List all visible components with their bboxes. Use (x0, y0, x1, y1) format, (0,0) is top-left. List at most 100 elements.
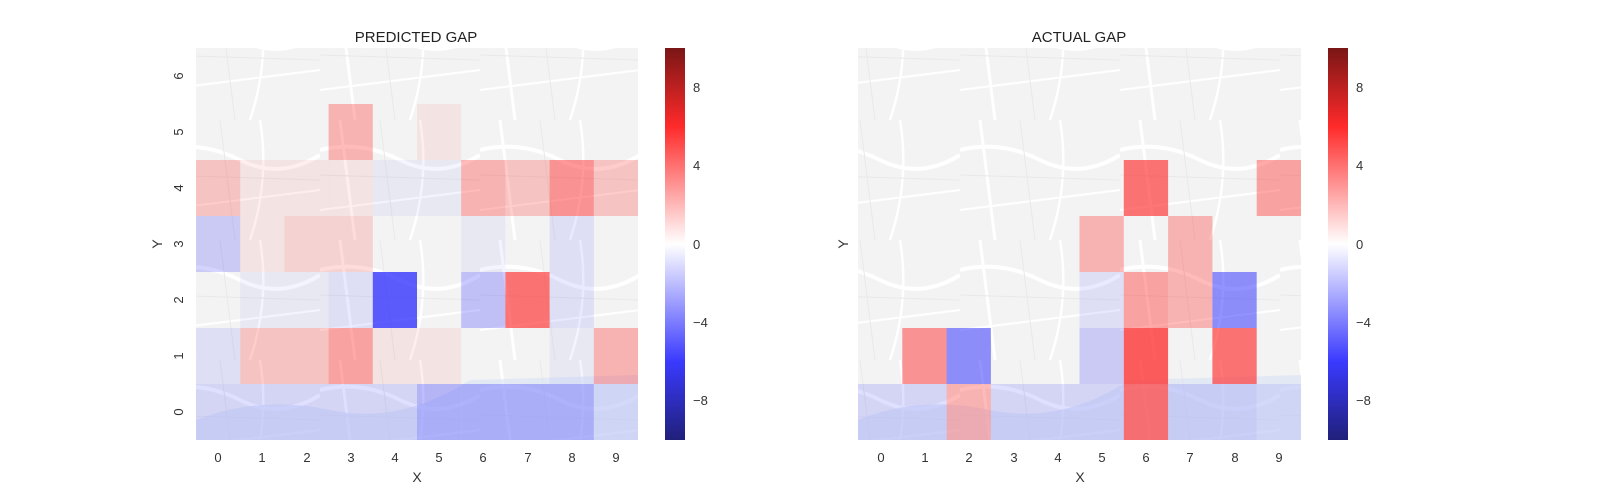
heatmap-cell (858, 272, 902, 328)
y-tick-label: 2 (171, 296, 186, 303)
heatmap-cell (549, 384, 594, 440)
heatmap-cell (594, 216, 638, 272)
heatmap-cell (417, 216, 461, 272)
heatmap-cell (417, 48, 461, 104)
heatmap-cell (1124, 48, 1168, 104)
heatmap-cell (461, 48, 505, 104)
heatmap-cell (461, 272, 506, 328)
heatmap-cell (1035, 384, 1080, 440)
heatmap-cell (1168, 272, 1213, 328)
heatmap-cell (372, 328, 417, 384)
heatmap-cell (1212, 328, 1257, 384)
x-tick-label: 6 (1142, 450, 1149, 465)
y-tick-label: 5 (171, 128, 186, 135)
heatmap-cell (1257, 328, 1301, 384)
heatmap-cell (1212, 384, 1257, 440)
heatmap-cell (1212, 272, 1257, 328)
x-tick-label: 8 (568, 450, 575, 465)
heatmap-cell (328, 216, 373, 272)
x-axis: 0 1 2 3 4 5 6 7 8 9 X (214, 450, 619, 485)
heatmap-cell (240, 272, 285, 328)
heatmap-cell (284, 384, 329, 440)
heatmap-cell (593, 328, 638, 384)
heatmap-cell (991, 104, 1035, 160)
heatmap-cell (196, 48, 240, 104)
heatmap-cell (858, 48, 902, 104)
heatmap-cell (417, 104, 462, 160)
chart-actual-gap: ACTUAL GAP 0 1 2 3 4 5 6 7 8 9 X Y 8 4 0… (835, 29, 1371, 485)
heatmap-cell (593, 160, 638, 216)
map-background (196, 48, 638, 440)
heatmap-cell (373, 216, 417, 272)
heatmap-cell (372, 384, 417, 440)
heatmap-cell (947, 48, 991, 104)
x-tick-label: 5 (1098, 450, 1105, 465)
heatmap-cell (373, 48, 417, 104)
heatmap-cell (1035, 216, 1079, 272)
heatmap-cell (284, 328, 329, 384)
x-axis-label: X (412, 469, 422, 485)
heatmap-cell (372, 272, 417, 328)
heatmap-cell (990, 384, 1036, 440)
heatmap-cell (461, 216, 506, 272)
heatmap-cell (1035, 160, 1079, 216)
heatmap-cell (373, 104, 417, 160)
heatmap-cell (1123, 328, 1169, 384)
heatmap-cell (1123, 160, 1169, 216)
heatmap-cell (1079, 328, 1124, 384)
y-axis: 0 1 2 3 4 5 6 Y (149, 72, 186, 415)
heatmap-cell (1080, 160, 1124, 216)
x-tick-label: 7 (1186, 450, 1193, 465)
heatmap-cell (947, 216, 991, 272)
colorbar-tick-label: −4 (693, 315, 708, 330)
y-tick-label: 6 (171, 72, 186, 79)
y-tick-label: 4 (171, 184, 186, 191)
heatmap-cell (991, 160, 1035, 216)
x-tick-label: 8 (1231, 450, 1238, 465)
heatmap-cell (991, 328, 1035, 384)
heatmap-cell (858, 160, 902, 216)
heatmap-cell (858, 384, 903, 440)
heatmap-cell (328, 160, 373, 216)
heatmap-cell (947, 104, 991, 160)
heatmap-cell (594, 104, 638, 160)
colorbar-tick-label: −8 (693, 393, 708, 408)
x-tick-label: 5 (435, 450, 442, 465)
heatmap-cell (417, 328, 462, 384)
heatmap-cell (1257, 272, 1301, 328)
heatmap-cell (550, 104, 594, 160)
heatmap-cell (1256, 384, 1301, 440)
heatmap-cell (991, 272, 1035, 328)
heatmap-cell (240, 104, 284, 160)
heatmap-cell (902, 104, 946, 160)
x-tick-label: 4 (391, 450, 398, 465)
heatmap-cell (505, 328, 549, 384)
heatmap-cell (594, 272, 638, 328)
x-tick-label: 9 (612, 450, 619, 465)
heatmap-cell (1212, 160, 1256, 216)
heatmap-cell (947, 272, 991, 328)
y-axis-label: Y (835, 239, 851, 249)
heatmap-cell (461, 328, 505, 384)
x-tick-label: 1 (921, 450, 928, 465)
heatmap-cell (858, 328, 902, 384)
heatmap-cell (240, 216, 285, 272)
heatmap-cell (505, 384, 550, 440)
heatmap-cells (196, 48, 638, 440)
colorbar-gradient (665, 48, 685, 440)
heatmap-cell (328, 104, 373, 160)
heatmap-cell (1035, 328, 1079, 384)
x-tick-label: 2 (303, 450, 310, 465)
heatmap-cell (284, 272, 329, 328)
colorbar-tick-label: −4 (1356, 315, 1371, 330)
heatmap-cell (505, 48, 549, 104)
heatmap-cell (550, 48, 594, 104)
colorbar: 8 4 0 −4 −8 (1328, 48, 1371, 440)
heatmap-cell (328, 272, 373, 328)
heatmap-cell (196, 328, 241, 384)
colorbar-tick-label: 8 (693, 80, 700, 95)
x-tick-label: 3 (1010, 450, 1017, 465)
heatmap-cell (1035, 48, 1079, 104)
x-tick-label: 2 (965, 450, 972, 465)
heatmap-cell (991, 216, 1035, 272)
